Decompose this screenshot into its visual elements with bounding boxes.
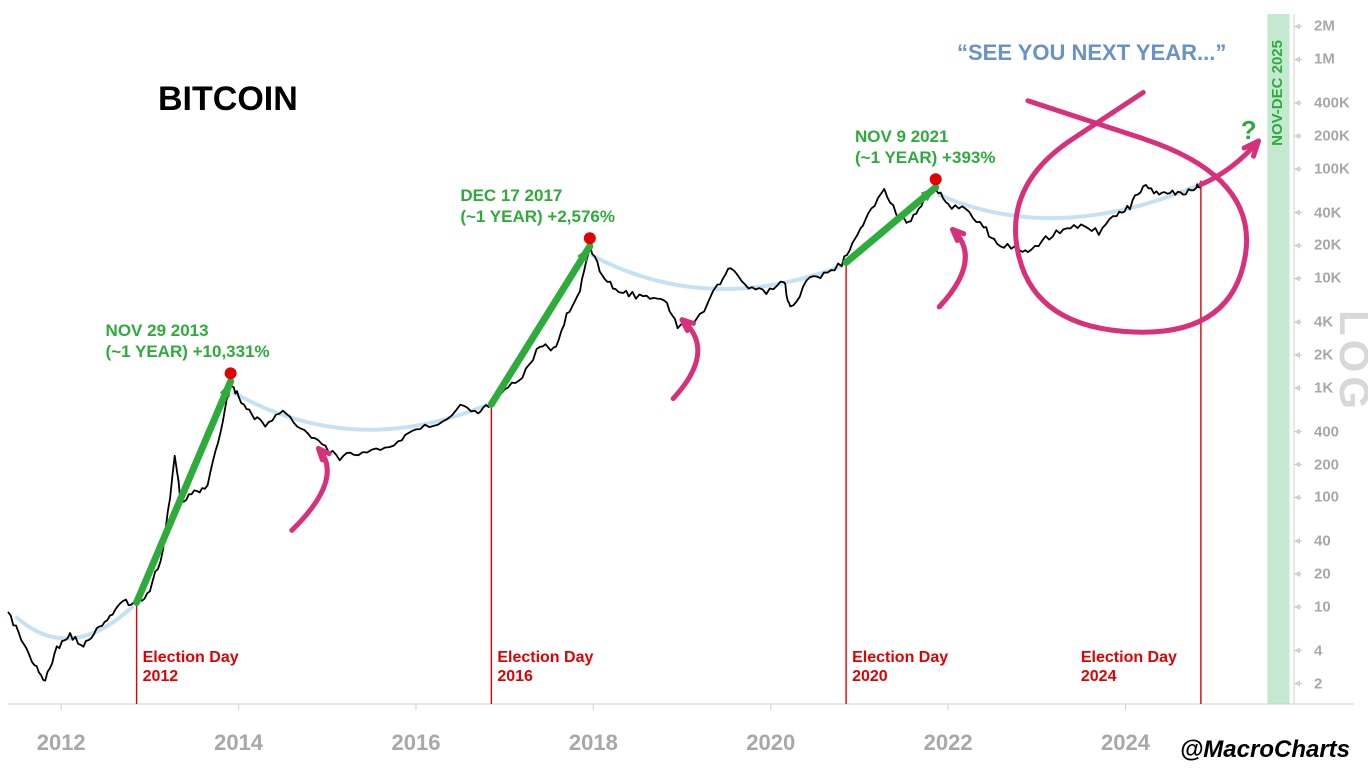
x-tick-label: 2016 bbox=[391, 730, 440, 756]
y-tick-label: 2 bbox=[1314, 675, 1322, 692]
price-line bbox=[8, 183, 1201, 681]
x-tick-label: 2022 bbox=[924, 730, 973, 756]
y-tick-label: 100 bbox=[1314, 489, 1339, 506]
peak-arrow bbox=[491, 246, 589, 404]
election-label: Election Day2020 bbox=[852, 648, 948, 686]
x-tick-label: 2018 bbox=[569, 730, 618, 756]
chart-container: BITCOIN “SEE YOU NEXT YEAR...” @MacroCha… bbox=[0, 0, 1368, 770]
peak-arrow bbox=[846, 187, 936, 262]
cup-arc bbox=[234, 393, 487, 430]
y-tick-label: 200 bbox=[1314, 456, 1339, 473]
see-you-text: “SEE YOU NEXT YEAR...” bbox=[957, 40, 1226, 66]
election-label: Election Day2024 bbox=[1081, 648, 1177, 686]
credit-label: @MacroCharts bbox=[1180, 736, 1350, 764]
y-tick-label: 40K bbox=[1314, 204, 1342, 221]
x-tick-label: 2014 bbox=[214, 730, 263, 756]
election-label: Election Day2012 bbox=[143, 648, 239, 686]
y-tick-label: 2M bbox=[1314, 18, 1335, 35]
y-tick-label: 10K bbox=[1314, 270, 1342, 287]
y-tick-label: 4K bbox=[1314, 314, 1333, 331]
log-watermark: LOG bbox=[1330, 310, 1368, 413]
peak-label: DEC 17 2017(~1 YEAR) +2,576% bbox=[460, 186, 615, 227]
pink-circle bbox=[1016, 92, 1247, 332]
y-tick-label: 200K bbox=[1314, 127, 1350, 144]
y-tick-label: 1K bbox=[1314, 379, 1333, 396]
question-mark: ? bbox=[1241, 115, 1257, 146]
y-tick-label: 100K bbox=[1314, 160, 1350, 177]
election-label: Election Day2016 bbox=[497, 648, 593, 686]
y-tick-label: 400K bbox=[1314, 95, 1350, 112]
y-tick-label: 40 bbox=[1314, 533, 1331, 550]
pink-curl bbox=[939, 229, 965, 306]
y-tick-label: 1M bbox=[1314, 51, 1335, 68]
x-tick-label: 2012 bbox=[37, 730, 86, 756]
future-band-label: NOV-DEC 2025 bbox=[1269, 40, 1286, 146]
peak-dot bbox=[930, 173, 942, 185]
peak-dot bbox=[225, 367, 237, 379]
y-tick-label: 20 bbox=[1314, 566, 1331, 583]
peak-dot bbox=[584, 232, 596, 244]
y-tick-label: 4 bbox=[1314, 642, 1322, 659]
cup-arc bbox=[939, 186, 1196, 218]
y-tick-label: 2K bbox=[1314, 346, 1333, 363]
y-tick-label: 10 bbox=[1314, 598, 1331, 615]
y-tick-label: 20K bbox=[1314, 237, 1342, 254]
chart-title: BITCOIN bbox=[158, 80, 298, 119]
peak-label: NOV 29 2013(~1 YEAR) +10,331% bbox=[106, 321, 270, 362]
peak-arrow bbox=[137, 381, 231, 602]
x-tick-label: 2024 bbox=[1101, 730, 1150, 756]
peak-label: NOV 9 2021(~1 YEAR) +393% bbox=[855, 127, 995, 168]
x-tick-label: 2020 bbox=[746, 730, 795, 756]
y-tick-label: 400 bbox=[1314, 423, 1339, 440]
